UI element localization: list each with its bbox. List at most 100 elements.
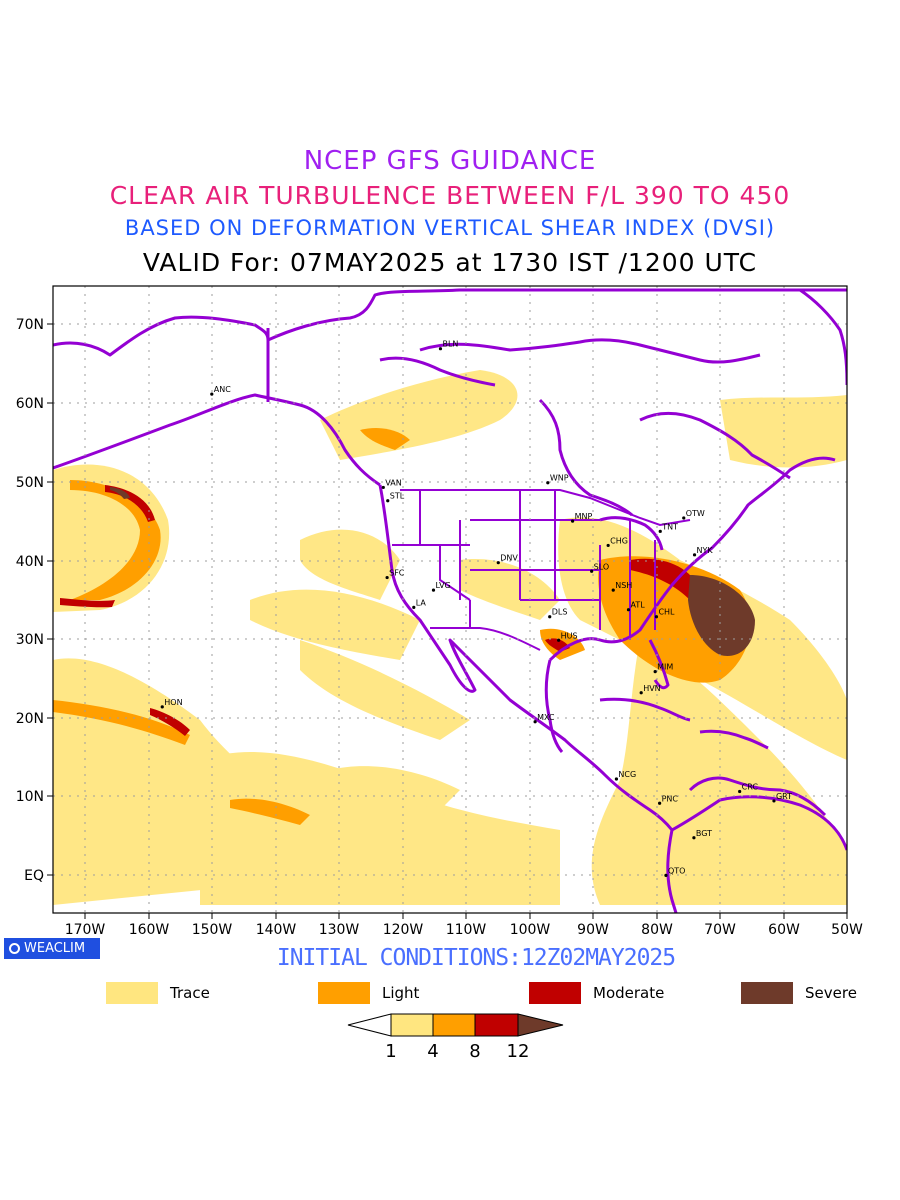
legend-label: Severe — [805, 984, 857, 1002]
title-line-3: BASED ON DEFORMATION VERTICAL SHEAR INDE… — [124, 216, 776, 240]
station-dot — [626, 608, 631, 612]
station-dot — [639, 691, 643, 695]
lon-label: 110W — [446, 922, 487, 938]
station-label: CRC — [742, 783, 759, 792]
lat-label: 70N — [16, 317, 44, 333]
station-label: MIM — [657, 663, 673, 672]
title-line-1: NCEP GFS GUIDANCE — [303, 146, 597, 176]
station-slo: SLO — [590, 562, 609, 573]
station-label: DLS — [552, 608, 568, 617]
station-label: WNP — [550, 474, 569, 483]
station-dot — [438, 347, 443, 351]
map-frame — [52, 285, 848, 914]
station-van: VAN — [381, 478, 402, 490]
station-hvn: HVN — [639, 684, 661, 695]
station-atl: ATL — [626, 601, 645, 612]
lat-label: 10N — [16, 789, 44, 805]
lat-label: EQ — [24, 868, 44, 884]
station-dot — [385, 575, 389, 580]
legend-item-moderate: Moderate — [529, 982, 664, 1004]
station-dot — [160, 705, 164, 709]
station-dot — [386, 499, 390, 503]
lon-label: 80W — [641, 922, 673, 938]
station-label: OTW — [686, 509, 705, 518]
political-borders — [392, 489, 691, 651]
station-chg: CHG — [606, 536, 628, 548]
station-dot — [692, 836, 696, 840]
legend-label: Moderate — [593, 984, 665, 1002]
station-label: BGT — [696, 829, 712, 838]
station-label: ANC — [214, 385, 231, 394]
logo-text: WEACLIM — [24, 941, 86, 956]
station-label: SLO — [594, 562, 610, 571]
lat-label: 20N — [16, 711, 44, 727]
lon-label: 50W — [831, 922, 863, 938]
station-dot — [590, 569, 594, 573]
severe-field — [110, 487, 755, 656]
station-label: LA — [416, 598, 427, 607]
lon-label: 100W — [510, 922, 551, 938]
station-otw: OTW — [682, 509, 705, 520]
lon-label: 140W — [256, 922, 297, 938]
lat-label: 30N — [16, 632, 44, 648]
station-label: NSH — [615, 581, 632, 590]
legend-label: Light — [382, 984, 420, 1002]
lon-labels: 170W 160W 150W 140W 130W 120W 110W 100W … — [65, 922, 863, 938]
lat-label: 40N — [16, 554, 44, 570]
station-dnv: DNV — [496, 554, 518, 565]
station-chl: CHL — [654, 608, 675, 619]
station-label: CHG — [610, 536, 628, 545]
station-label: MNP — [575, 512, 593, 521]
station-dot — [412, 605, 416, 609]
station-dot — [606, 543, 610, 548]
station-label: DNV — [500, 554, 518, 563]
station-dot — [682, 516, 686, 520]
station-dot — [611, 588, 615, 592]
lat-label: 50N — [16, 475, 44, 491]
moderate-field — [60, 485, 700, 736]
title-line-2: CLEAR AIR TURBULENCE BETWEEN F/L 390 TO … — [109, 181, 791, 210]
station-wnp: WNP — [546, 474, 569, 485]
lon-label: 70W — [704, 922, 736, 938]
station-labels: ANC BLN VAN STL WNP MNP OTW TNT CHG NYK DNV SFC LVG S… — [160, 340, 792, 877]
station-dot — [614, 777, 619, 781]
station-dot — [431, 588, 436, 592]
station-tnt: TNT — [658, 522, 678, 533]
station-dot — [546, 481, 550, 485]
lon-label: 170W — [65, 922, 106, 938]
station-dot — [496, 561, 500, 565]
station-label: HON — [164, 698, 182, 707]
map-body: ANC BLN VAN STL WNP MNP OTW TNT CHG NYK DNV SFC LVG S… — [53, 286, 847, 913]
lon-label: 150W — [192, 922, 233, 938]
station-qto: QTO — [664, 866, 685, 877]
legend-swatch — [106, 982, 158, 1004]
station-stl: STL — [386, 492, 405, 503]
station-dot — [738, 789, 742, 794]
station-label: VAN — [385, 478, 401, 487]
station-label: QTO — [668, 866, 685, 875]
station-dls: DLS — [548, 608, 567, 619]
station-crc: CRC — [738, 783, 758, 794]
legend-item-light: Light — [318, 982, 419, 1004]
station-label: SFC — [389, 569, 405, 578]
station-label: STL — [390, 492, 405, 501]
station-label: PNC — [662, 794, 679, 803]
legend-label: Trace — [170, 984, 210, 1002]
station-dot — [548, 615, 552, 619]
station-label: NCG — [618, 770, 636, 779]
tick-marks — [47, 323, 848, 919]
station-dot — [533, 720, 537, 724]
lon-label: 90W — [577, 922, 609, 938]
station-dot — [658, 529, 662, 533]
station-label: GRT — [776, 792, 792, 801]
lat-labels: 70N 60N 50N 40N 30N 20N 10N EQ — [16, 317, 44, 884]
station-label: CHL — [658, 608, 675, 617]
valid-time: VALID For: 07MAY2025 at 1730 IST /1200 U… — [142, 248, 758, 277]
station-ncg: NCG — [614, 770, 636, 781]
station-hon: HON — [160, 698, 183, 709]
station-dot — [570, 519, 575, 523]
legend-swatch — [529, 982, 581, 1004]
station-label: HVN — [643, 684, 660, 693]
station-label: BLN — [442, 340, 458, 349]
